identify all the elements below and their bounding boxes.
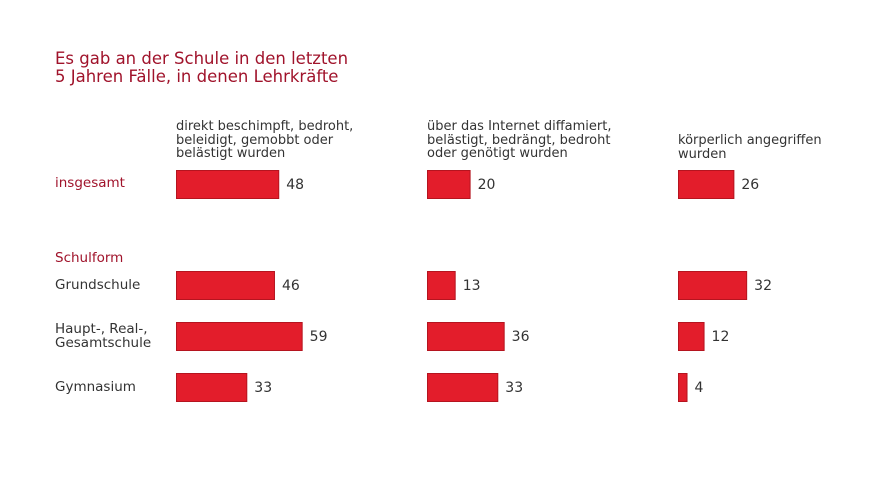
bar-s2-r2 xyxy=(678,322,705,351)
bar-s1-r3 xyxy=(427,373,499,402)
bar-s1-r1 xyxy=(427,271,456,300)
row-label-grundschule: Grundschule xyxy=(55,277,141,293)
value-label-s0-r1: 46 xyxy=(282,278,300,294)
value-label-s0-r3: 33 xyxy=(254,380,272,396)
value-label-s1-r1: 13 xyxy=(463,278,481,294)
bar-s2-r3 xyxy=(678,373,688,402)
bar-s0-r3 xyxy=(176,373,248,402)
chart-title: Es gab an der Schule in den letzten 5 Ja… xyxy=(55,49,349,86)
value-label-s0-r2: 59 xyxy=(310,329,328,345)
column-header-internet: über das Internet diffamiert, belästigt,… xyxy=(427,119,612,161)
bar-s2-r0 xyxy=(678,170,735,199)
column-header-direct: direkt beschimpft, bedroht, beleidigt, g… xyxy=(176,119,354,161)
bar-s0-r0 xyxy=(176,170,280,199)
value-label-s1-r0: 20 xyxy=(478,177,496,193)
section-label-schulform: Schulform xyxy=(55,250,124,266)
bar-s2-r1 xyxy=(678,271,748,300)
row-label-insgesamt: insgesamt xyxy=(55,175,125,191)
row-label-haupt-real-gesamtschule: Haupt-, Real-, Gesamtschule xyxy=(55,321,152,351)
value-label-s2-r2: 12 xyxy=(712,329,730,345)
bar-s1-r0 xyxy=(427,170,471,199)
row-label-gymnasium: Gymnasium xyxy=(55,379,136,395)
bar-s1-r2 xyxy=(427,322,505,351)
value-label-s1-r2: 36 xyxy=(512,329,530,345)
value-label-s2-r3: 4 xyxy=(695,380,704,396)
value-label-s0-r0: 48 xyxy=(286,177,304,193)
bar-s0-r1 xyxy=(176,271,275,300)
bar-s0-r2 xyxy=(176,322,303,351)
column-header-physical: körperlich angegriffen wurden xyxy=(678,133,822,162)
value-label-s2-r1: 32 xyxy=(754,278,772,294)
value-label-s1-r3: 33 xyxy=(505,380,523,396)
value-label-s2-r0: 26 xyxy=(741,177,759,193)
